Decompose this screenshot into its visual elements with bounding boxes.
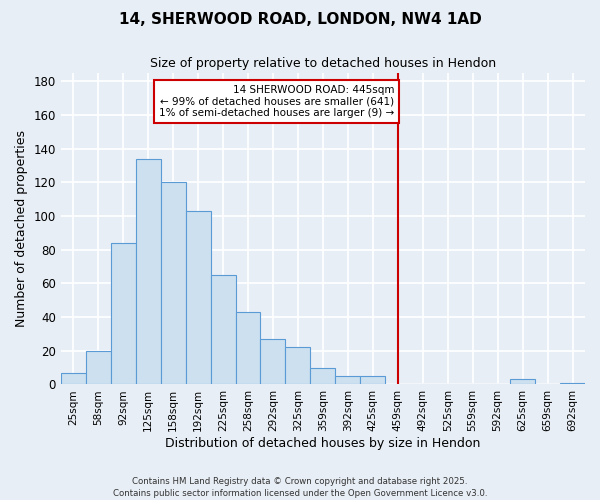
Bar — [286, 348, 310, 385]
Text: Contains HM Land Registry data © Crown copyright and database right 2025.
Contai: Contains HM Land Registry data © Crown c… — [113, 476, 487, 498]
Bar — [185, 211, 211, 384]
Bar — [335, 376, 361, 384]
Bar — [86, 351, 111, 384]
Text: 14 SHERWOOD ROAD: 445sqm
← 99% of detached houses are smaller (641)
1% of semi-d: 14 SHERWOOD ROAD: 445sqm ← 99% of detach… — [159, 85, 394, 118]
Y-axis label: Number of detached properties: Number of detached properties — [15, 130, 28, 328]
Bar — [361, 376, 385, 384]
Bar — [560, 383, 585, 384]
Title: Size of property relative to detached houses in Hendon: Size of property relative to detached ho… — [150, 58, 496, 70]
Bar — [260, 339, 286, 384]
Bar — [310, 368, 335, 384]
Bar — [111, 243, 136, 384]
Bar — [136, 159, 161, 384]
Bar — [236, 312, 260, 384]
Bar — [510, 380, 535, 384]
X-axis label: Distribution of detached houses by size in Hendon: Distribution of detached houses by size … — [165, 437, 481, 450]
Bar — [61, 372, 86, 384]
Bar — [161, 182, 185, 384]
Bar — [211, 275, 236, 384]
Text: 14, SHERWOOD ROAD, LONDON, NW4 1AD: 14, SHERWOOD ROAD, LONDON, NW4 1AD — [119, 12, 481, 28]
